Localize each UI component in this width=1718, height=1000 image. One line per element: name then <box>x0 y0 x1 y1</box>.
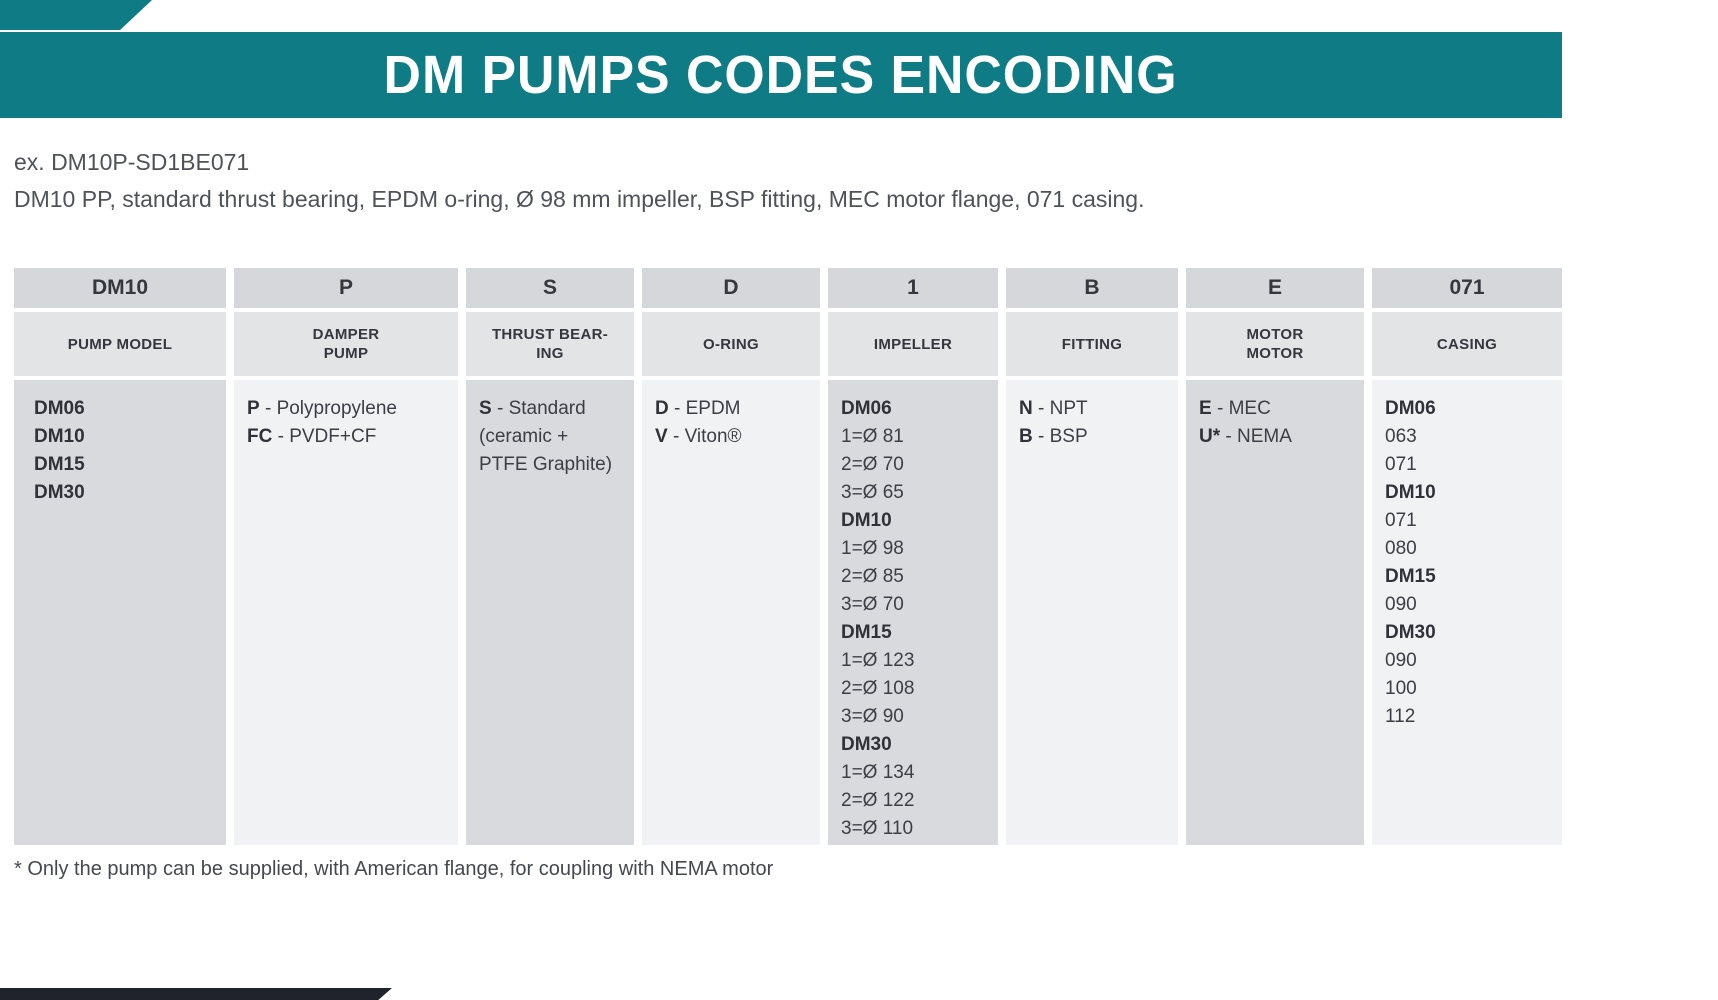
body-line: 071 <box>1385 510 1417 531</box>
body-line: DM15 <box>841 622 892 643</box>
body-line: DM15 <box>1385 566 1436 587</box>
page-title: DM PUMPS CODES ENCODING <box>383 45 1178 105</box>
column-label-header: FITTING <box>1006 312 1178 376</box>
column-label-header: THRUST BEAR- ING <box>466 312 634 376</box>
example-block: ex. DM10P-SD1BE071 DM10 PP, standard thr… <box>14 144 1145 218</box>
column-body: S - Standard (ceramic + PTFE Graphite) <box>466 380 634 845</box>
table-column-dm10: DM10 PUMP MODEL DM06 DM10 DM15 DM30 <box>14 268 226 845</box>
title-banner: DM PUMPS CODES ENCODING <box>0 32 1562 118</box>
body-line: 3=Ø 110 <box>841 818 914 839</box>
column-code-header: E <box>1186 268 1364 308</box>
column-body: DM06 1=Ø 81 2=Ø 70 3=Ø 65 DM10 1=Ø 98 2=Ø 85 3=… <box>828 380 998 845</box>
column-body: DM06 DM10 DM15 DM30 <box>14 380 226 845</box>
column-label-header: CASING <box>1372 312 1562 376</box>
body-line: N - NPT <box>1019 398 1088 419</box>
column-body: P - Polypropylene FC - PVDF+CF <box>234 380 458 845</box>
column-label-header: IMPELLER <box>828 312 998 376</box>
body-line: 2=Ø 70 <box>841 454 904 475</box>
column-code-header: 1 <box>828 268 998 308</box>
body-line: 1=Ø 123 <box>841 650 915 671</box>
body-line: DM30 <box>841 734 892 755</box>
body-line: 090 <box>1385 594 1417 615</box>
corner-accent <box>0 0 152 30</box>
table-column-b: B FITTING N - NPT B - BSP <box>1006 268 1178 845</box>
footer-bar <box>0 988 392 1000</box>
column-label-header: MOTOR MOTOR <box>1186 312 1364 376</box>
column-body: D - EPDM V - Viton® <box>642 380 820 845</box>
body-line: P - Polypropylene <box>247 398 397 419</box>
column-label-header: PUMP MODEL <box>14 312 226 376</box>
body-line: DM06 <box>841 398 892 419</box>
body-line: B - BSP <box>1019 426 1088 447</box>
body-line: 3=Ø 65 <box>841 482 904 503</box>
body-line: DM30 <box>34 482 85 503</box>
body-line: 2=Ø 122 <box>841 790 915 811</box>
column-label-header: O-RING <box>642 312 820 376</box>
body-line: 1=Ø 134 <box>841 762 915 783</box>
body-line: DM10 <box>1385 482 1436 503</box>
body-line: 3=Ø 70 <box>841 594 904 615</box>
body-line: DM06 <box>1385 398 1436 419</box>
column-code-header: D <box>642 268 820 308</box>
example-description: DM10 PP, standard thrust bearing, EPDM o… <box>14 186 1145 212</box>
body-line: 080 <box>1385 538 1417 559</box>
body-line: 2=Ø 108 <box>841 678 915 699</box>
body-line: U* - NEMA <box>1199 426 1292 447</box>
body-line: V - Viton® <box>655 426 742 447</box>
column-code-header: DM10 <box>14 268 226 308</box>
body-line: 112 <box>1385 706 1416 727</box>
body-line: 1=Ø 81 <box>841 426 904 447</box>
example-label: ex. DM10P-SD1BE071 <box>14 149 250 175</box>
table-column-e: E MOTOR MOTOR E - MEC U* - NEMA <box>1186 268 1364 845</box>
body-line: 071 <box>1385 454 1417 475</box>
table-column-d: D O-RING D - EPDM V - Viton® <box>642 268 820 845</box>
column-label-header: DAMPER PUMP <box>234 312 458 376</box>
body-line: FC - PVDF+CF <box>247 426 377 447</box>
body-line: 2=Ø 85 <box>841 566 904 587</box>
body-line: (ceramic + <box>479 426 569 447</box>
column-code-header: S <box>466 268 634 308</box>
footnote: * Only the pump can be supplied, with Am… <box>14 858 774 880</box>
table-column-071: 071 CASING DM06 063 071 DM10 071 080 DM15 090 DM30… <box>1372 268 1562 845</box>
body-line: DM10 <box>841 510 892 531</box>
encoding-table: DM10 PUMP MODEL DM06 DM10 DM15 DM30 P DAMPER PU… <box>14 268 1562 845</box>
column-code-header: 071 <box>1372 268 1562 308</box>
column-code-header: B <box>1006 268 1178 308</box>
column-body: E - MEC U* - NEMA <box>1186 380 1364 845</box>
body-line: PTFE Graphite) <box>479 454 613 475</box>
body-line: DM15 <box>34 454 85 475</box>
body-line: 1=Ø 98 <box>841 538 904 559</box>
table-column-p: P DAMPER PUMP P - Polypropylene FC - PVDF+C… <box>234 268 458 845</box>
table-column-1: 1 IMPELLER DM06 1=Ø 81 2=Ø 70 3=Ø 65 DM10 1=Ø 9… <box>828 268 998 845</box>
column-body: N - NPT B - BSP <box>1006 380 1178 845</box>
body-line: 3=Ø 90 <box>841 706 904 727</box>
column-code-header: P <box>234 268 458 308</box>
body-line: S - Standard <box>479 398 586 419</box>
body-line: 063 <box>1385 426 1417 447</box>
table-column-s: S THRUST BEAR- ING S - Standard (ceramic + P… <box>466 268 634 845</box>
body-line: DM30 <box>1385 622 1436 643</box>
body-line: E - MEC <box>1199 398 1271 419</box>
body-line: 100 <box>1385 678 1417 699</box>
body-line: DM10 <box>34 426 85 447</box>
body-line: 090 <box>1385 650 1417 671</box>
body-line: DM06 <box>34 398 85 419</box>
column-body: DM06 063 071 DM10 071 080 DM15 090 DM30 090 100 112 <box>1372 380 1562 845</box>
body-line: D - EPDM <box>655 398 741 419</box>
